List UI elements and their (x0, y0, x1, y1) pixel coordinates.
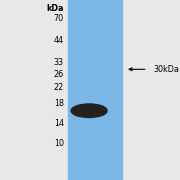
Text: kDa: kDa (46, 4, 64, 13)
Text: 44: 44 (54, 36, 64, 45)
Text: 33: 33 (54, 58, 64, 67)
Ellipse shape (71, 104, 107, 118)
Text: 10: 10 (54, 139, 64, 148)
Text: 70: 70 (54, 14, 64, 23)
Text: 18: 18 (54, 99, 64, 108)
Text: 30kDa: 30kDa (153, 65, 179, 74)
Text: 26: 26 (54, 70, 64, 79)
Text: 14: 14 (54, 119, 64, 128)
Text: 22: 22 (54, 83, 64, 92)
Bar (68, 0, 122, 180)
